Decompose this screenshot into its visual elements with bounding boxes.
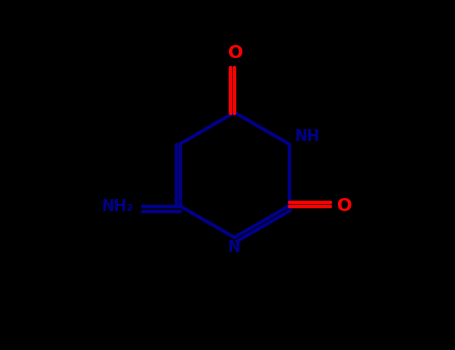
Text: O: O [337, 197, 352, 215]
Text: N: N [228, 240, 241, 256]
Text: O: O [227, 44, 242, 62]
Text: NH: NH [295, 129, 320, 144]
Text: NH₂: NH₂ [102, 199, 134, 214]
